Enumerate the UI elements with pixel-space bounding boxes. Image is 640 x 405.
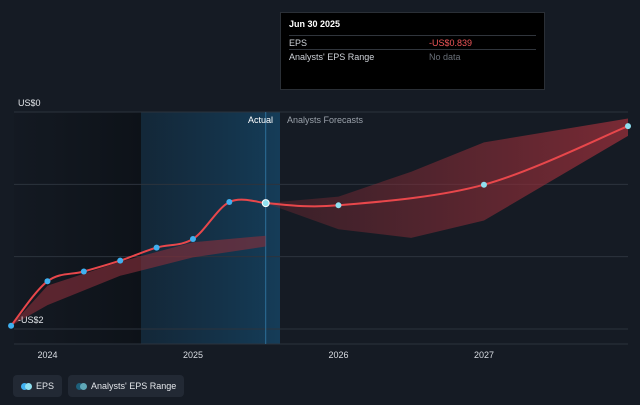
tooltip-date: Jun 30 2025 [289,19,341,29]
tooltip-row-eps: EPS -US$0.839 [289,35,536,49]
x-tick-label: 2027 [474,350,494,360]
tooltip-range-label: Analysts' EPS Range [289,51,375,62]
eps-point-actual [80,268,87,275]
y-tick-label: US$0 [18,98,41,108]
eps-legend-icon [21,382,32,390]
eps-point-forecast [335,202,342,209]
eps-forecast-line [265,125,629,208]
x-tick-label: 2025 [183,350,203,360]
eps-point-actual [44,278,51,285]
x-tick-label: 2026 [328,350,348,360]
eps-point-actual [8,322,15,329]
tooltip-eps-value: -US$0.839 [429,37,473,48]
eps-markers [8,123,631,329]
legend-eps-label: EPS [36,381,55,391]
grid [14,111,628,345]
section-label-forecast: Analysts Forecasts [287,115,364,125]
eps-point-selected [261,199,270,208]
x-tick-label: 2024 [37,350,57,360]
axis-labels: US$0 -US$2 2024 2025 2026 2027 [18,98,494,360]
tooltip-eps-label: EPS [289,37,308,48]
past-range-band [11,235,266,326]
range-legend-icon [76,382,88,390]
forecast-range-band [265,118,628,238]
legend-item-range[interactable]: Analysts' EPS Range [68,375,185,397]
eps-point-actual [226,199,233,206]
eps-lines [10,125,629,327]
eps-range-bands [11,118,628,326]
legend-range-label: Analysts' EPS Range [91,381,177,391]
highlight-region [141,112,280,344]
y-tick-label: -US$2 [18,315,44,325]
eps-point-forecast [480,181,487,188]
eps-actual-line [10,198,266,327]
tooltip-row-range: Analysts' EPS Range No data [289,49,536,63]
tooltip-range-value: No data [429,51,461,62]
eps-point-actual [153,244,160,251]
section-label-actual: Actual [248,115,273,125]
eps-point-actual [189,235,196,242]
eps-point-actual [117,257,124,264]
legend-item-eps[interactable]: EPS [13,375,63,397]
legend: EPS Analysts' EPS Range [13,375,185,397]
tooltip: Jun 30 2025 EPS -US$0.839 Analysts' EPS … [280,12,545,90]
eps-point-forecast [625,123,631,130]
